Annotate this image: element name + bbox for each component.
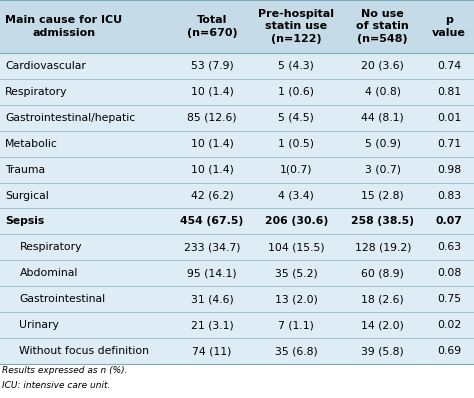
Text: 0.98: 0.98 <box>437 164 461 175</box>
Text: 60 (8.9): 60 (8.9) <box>361 268 404 278</box>
Text: 53 (7.9): 53 (7.9) <box>191 61 234 71</box>
Text: Pre-hospital
statin use
(n=122): Pre-hospital statin use (n=122) <box>258 9 334 44</box>
Text: Sepsis: Sepsis <box>5 217 45 226</box>
Text: 1 (0.5): 1 (0.5) <box>278 139 314 148</box>
Bar <box>0 338 474 364</box>
Text: 4 (0.8): 4 (0.8) <box>365 87 401 97</box>
Text: 206 (30.6): 206 (30.6) <box>264 217 328 226</box>
Text: Urinary: Urinary <box>19 320 59 330</box>
Text: 233 (34.7): 233 (34.7) <box>184 242 240 252</box>
Bar <box>0 312 474 338</box>
Bar <box>0 234 474 260</box>
Bar <box>0 286 474 312</box>
Bar <box>0 53 474 79</box>
Text: 0.71: 0.71 <box>437 139 461 148</box>
Text: 10 (1.4): 10 (1.4) <box>191 139 234 148</box>
Text: 5 (4.5): 5 (4.5) <box>278 113 314 123</box>
Text: 42 (6.2): 42 (6.2) <box>191 191 234 201</box>
Text: 3 (0.7): 3 (0.7) <box>365 164 401 175</box>
Text: 4 (3.4): 4 (3.4) <box>278 191 314 201</box>
Bar <box>0 105 474 131</box>
Text: 15 (2.8): 15 (2.8) <box>361 191 404 201</box>
Text: Abdominal: Abdominal <box>19 268 78 278</box>
Bar <box>0 131 474 156</box>
Text: 0.08: 0.08 <box>437 268 461 278</box>
Text: 7 (1.1): 7 (1.1) <box>278 320 314 330</box>
Bar <box>0 0 474 53</box>
Text: 1 (0.6): 1 (0.6) <box>278 87 314 97</box>
Text: 0.83: 0.83 <box>437 191 461 201</box>
Text: 0.02: 0.02 <box>437 320 461 330</box>
Text: 13 (2.0): 13 (2.0) <box>275 294 318 304</box>
Text: 10 (1.4): 10 (1.4) <box>191 164 234 175</box>
Bar <box>0 260 474 286</box>
Text: 31 (4.6): 31 (4.6) <box>191 294 234 304</box>
Text: 35 (5.2): 35 (5.2) <box>275 268 318 278</box>
Text: Cardiovascular: Cardiovascular <box>5 61 86 71</box>
Text: 0.63: 0.63 <box>437 242 461 252</box>
Text: Gastrointestinal/hepatic: Gastrointestinal/hepatic <box>5 113 136 123</box>
Text: 35 (6.8): 35 (6.8) <box>275 346 318 356</box>
Text: 95 (14.1): 95 (14.1) <box>187 268 237 278</box>
Text: 0.01: 0.01 <box>437 113 461 123</box>
Text: Total
(n=670): Total (n=670) <box>187 15 237 37</box>
Text: p
value: p value <box>432 15 466 37</box>
Text: 39 (5.8): 39 (5.8) <box>361 346 404 356</box>
Text: 5 (4.3): 5 (4.3) <box>278 61 314 71</box>
Text: Results expressed as n (%).: Results expressed as n (%). <box>2 366 128 375</box>
Text: 104 (15.5): 104 (15.5) <box>268 242 325 252</box>
Text: 0.81: 0.81 <box>437 87 461 97</box>
Text: 0.74: 0.74 <box>437 61 461 71</box>
Text: 1(0.7): 1(0.7) <box>280 164 312 175</box>
Text: 0.07: 0.07 <box>436 217 463 226</box>
Text: 44 (8.1): 44 (8.1) <box>361 113 404 123</box>
Text: 258 (38.5): 258 (38.5) <box>351 217 414 226</box>
Text: Without focus definition: Without focus definition <box>19 346 149 356</box>
Text: Gastrointestinal: Gastrointestinal <box>19 294 106 304</box>
Text: Metabolic: Metabolic <box>5 139 58 148</box>
Text: Surgical: Surgical <box>5 191 49 201</box>
Bar <box>0 183 474 209</box>
Text: 85 (12.6): 85 (12.6) <box>187 113 237 123</box>
Text: ICU: intensive care unit.: ICU: intensive care unit. <box>2 381 111 390</box>
Text: Respiratory: Respiratory <box>19 242 82 252</box>
Text: 18 (2.6): 18 (2.6) <box>361 294 404 304</box>
Bar <box>0 209 474 234</box>
Text: 0.69: 0.69 <box>437 346 461 356</box>
Text: 74 (11): 74 (11) <box>192 346 232 356</box>
Text: 10 (1.4): 10 (1.4) <box>191 87 234 97</box>
Bar <box>0 79 474 105</box>
Text: 454 (67.5): 454 (67.5) <box>181 217 244 226</box>
Text: Trauma: Trauma <box>5 164 46 175</box>
Text: Main cause for ICU
admission: Main cause for ICU admission <box>5 15 122 37</box>
Text: 0.75: 0.75 <box>437 294 461 304</box>
Text: 20 (3.6): 20 (3.6) <box>361 61 404 71</box>
Text: Respiratory: Respiratory <box>5 87 68 97</box>
Text: 128 (19.2): 128 (19.2) <box>355 242 411 252</box>
Text: No use
of statin
(n=548): No use of statin (n=548) <box>356 9 409 44</box>
Text: 5 (0.9): 5 (0.9) <box>365 139 401 148</box>
Text: 14 (2.0): 14 (2.0) <box>361 320 404 330</box>
Bar <box>0 156 474 183</box>
Text: 21 (3.1): 21 (3.1) <box>191 320 234 330</box>
